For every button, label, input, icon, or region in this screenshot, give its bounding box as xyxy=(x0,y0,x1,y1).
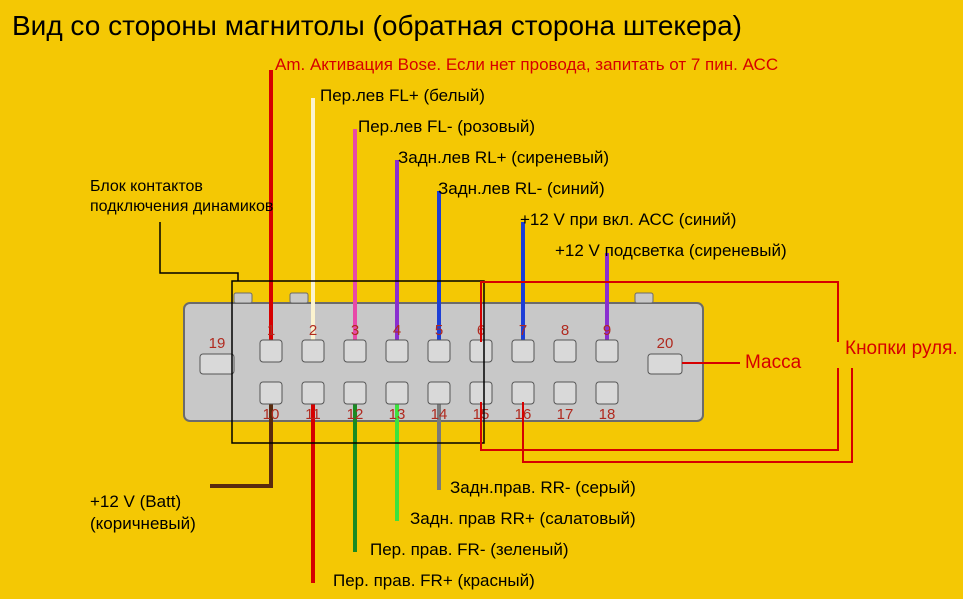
pin-num-1: 1 xyxy=(267,322,275,339)
pin-num-8: 8 xyxy=(561,322,569,339)
pin-18 xyxy=(596,382,618,404)
pin-6 xyxy=(470,340,492,362)
pin-14 xyxy=(428,382,450,404)
pin-num-4: 4 xyxy=(393,322,401,339)
mass-label: Масса xyxy=(745,352,801,374)
pin-20 xyxy=(648,354,682,374)
page-title: Вид со стороны магнитолы (обратная сторо… xyxy=(12,10,742,42)
pin-11 xyxy=(302,382,324,404)
wire-label-pin14: Задн.прав. RR- (серый) xyxy=(450,478,636,498)
wire-label2-pin10: (коричневый) xyxy=(90,514,196,534)
connector-notch-1 xyxy=(290,293,308,303)
steering-label: Кнопки руля. xyxy=(845,338,958,360)
pin-num-2: 2 xyxy=(309,322,317,339)
pin-num-20: 20 xyxy=(657,335,674,352)
pin-num-19: 19 xyxy=(209,335,226,352)
pin-num-12: 12 xyxy=(347,406,364,423)
pin-10 xyxy=(260,382,282,404)
wire-label-pin13: Задн. прав RR+ (салатовый) xyxy=(410,509,636,529)
pin-15 xyxy=(470,382,492,404)
pin-num-5: 5 xyxy=(435,322,443,339)
wire-label-pin3: Пер.лев FL- (розовый) xyxy=(358,117,535,137)
pin-num-7: 7 xyxy=(519,322,527,339)
wire-label-pin5: Задн.лев RL- (синий) xyxy=(438,179,605,199)
wire-label-pin4: Задн.лев RL+ (сиреневый) xyxy=(398,148,609,168)
pin-num-10: 10 xyxy=(263,406,280,423)
speaker-block-leader xyxy=(160,222,238,281)
pin-9 xyxy=(596,340,618,362)
pin-num-3: 3 xyxy=(351,322,359,339)
connector-notch-2 xyxy=(635,293,653,303)
wire-label1-pin10: +12 V (Batt) xyxy=(90,492,181,512)
pin-12 xyxy=(344,382,366,404)
wire-label-pin12: Пер. прав. FR- (зеленый) xyxy=(370,540,569,560)
pin-16 xyxy=(512,382,534,404)
pin-num-9: 9 xyxy=(603,322,611,339)
pin-num-14: 14 xyxy=(431,406,448,423)
pin-13 xyxy=(386,382,408,404)
wire-label-pin7: +12 V при вкл. АСС (синий) xyxy=(520,210,736,230)
speaker-block-label-2: подключения динамиков xyxy=(90,198,273,216)
connector-notch-0 xyxy=(234,293,252,303)
speaker-block-label-1: Блок контактов xyxy=(90,178,203,196)
pin-num-17: 17 xyxy=(557,406,574,423)
wire-label-pin2: Пер.лев FL+ (белый) xyxy=(320,86,485,106)
wire-label-pin9: +12 V подсветка (сиреневый) xyxy=(555,241,787,261)
pin-num-13: 13 xyxy=(389,406,406,423)
pin-5 xyxy=(428,340,450,362)
pin-17 xyxy=(554,382,576,404)
pin-19 xyxy=(200,354,234,374)
pin-2 xyxy=(302,340,324,362)
pin-7 xyxy=(512,340,534,362)
pin-8 xyxy=(554,340,576,362)
pin-num-11: 11 xyxy=(305,406,321,423)
wire-label-pin11: Пер. прав. FR+ (красный) xyxy=(333,571,535,591)
wire-label-pin1: Am. Активация Bose. Если нет провода, за… xyxy=(275,55,778,75)
pin-3 xyxy=(344,340,366,362)
pin-1 xyxy=(260,340,282,362)
diagram-stage: 1234567891011121314151617181920Вид со ст… xyxy=(0,0,963,599)
pin-4 xyxy=(386,340,408,362)
pin-num-18: 18 xyxy=(599,406,616,423)
